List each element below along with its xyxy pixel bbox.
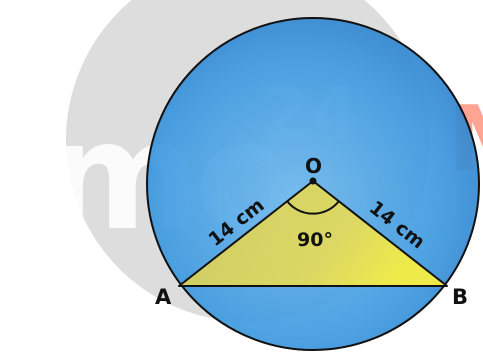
angle-arc xyxy=(286,200,340,215)
triangle-oab xyxy=(178,180,448,287)
point-a-label: A xyxy=(155,285,172,309)
center-point xyxy=(309,177,317,185)
angle-label: 90° xyxy=(297,229,333,251)
center-label: O xyxy=(305,154,322,178)
point-b-label: B xyxy=(452,285,468,309)
